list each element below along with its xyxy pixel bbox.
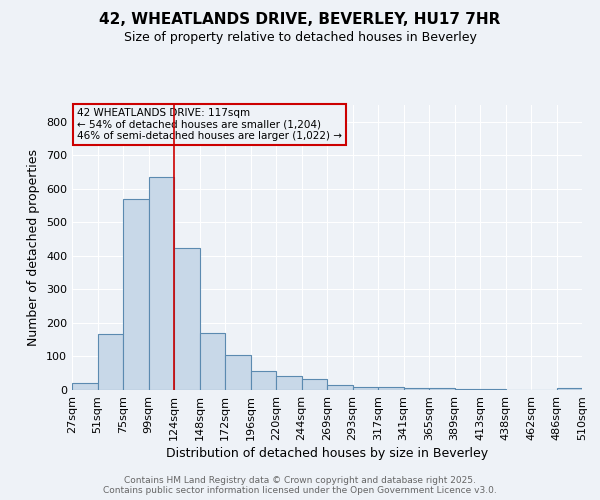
Bar [404, 388, 429, 390]
Text: 42, WHEATLANDS DRIVE, BEVERLEY, HU17 7HR: 42, WHEATLANDS DRIVE, BEVERLEY, HU17 7HR [100, 12, 500, 28]
Bar [123, 199, 149, 390]
Text: Contains HM Land Registry data © Crown copyright and database right 2025.
Contai: Contains HM Land Registry data © Crown c… [103, 476, 497, 495]
Bar [455, 388, 480, 390]
Bar [276, 376, 302, 390]
Bar [174, 248, 199, 390]
Y-axis label: Number of detached properties: Number of detached properties [28, 149, 40, 346]
Bar [378, 388, 404, 390]
Bar [480, 389, 505, 390]
Bar [302, 380, 327, 390]
Text: 42 WHEATLANDS DRIVE: 117sqm
← 54% of detached houses are smaller (1,204)
46% of : 42 WHEATLANDS DRIVE: 117sqm ← 54% of det… [77, 108, 342, 141]
Bar [199, 333, 225, 390]
Bar [429, 388, 455, 390]
Bar [225, 355, 251, 390]
Bar [353, 386, 378, 390]
Bar [149, 177, 174, 390]
Text: Size of property relative to detached houses in Beverley: Size of property relative to detached ho… [124, 31, 476, 44]
Bar [97, 334, 123, 390]
Bar [72, 384, 97, 390]
Bar [327, 384, 353, 390]
Bar [557, 388, 582, 390]
X-axis label: Distribution of detached houses by size in Beverley: Distribution of detached houses by size … [166, 447, 488, 460]
Bar [251, 371, 276, 390]
